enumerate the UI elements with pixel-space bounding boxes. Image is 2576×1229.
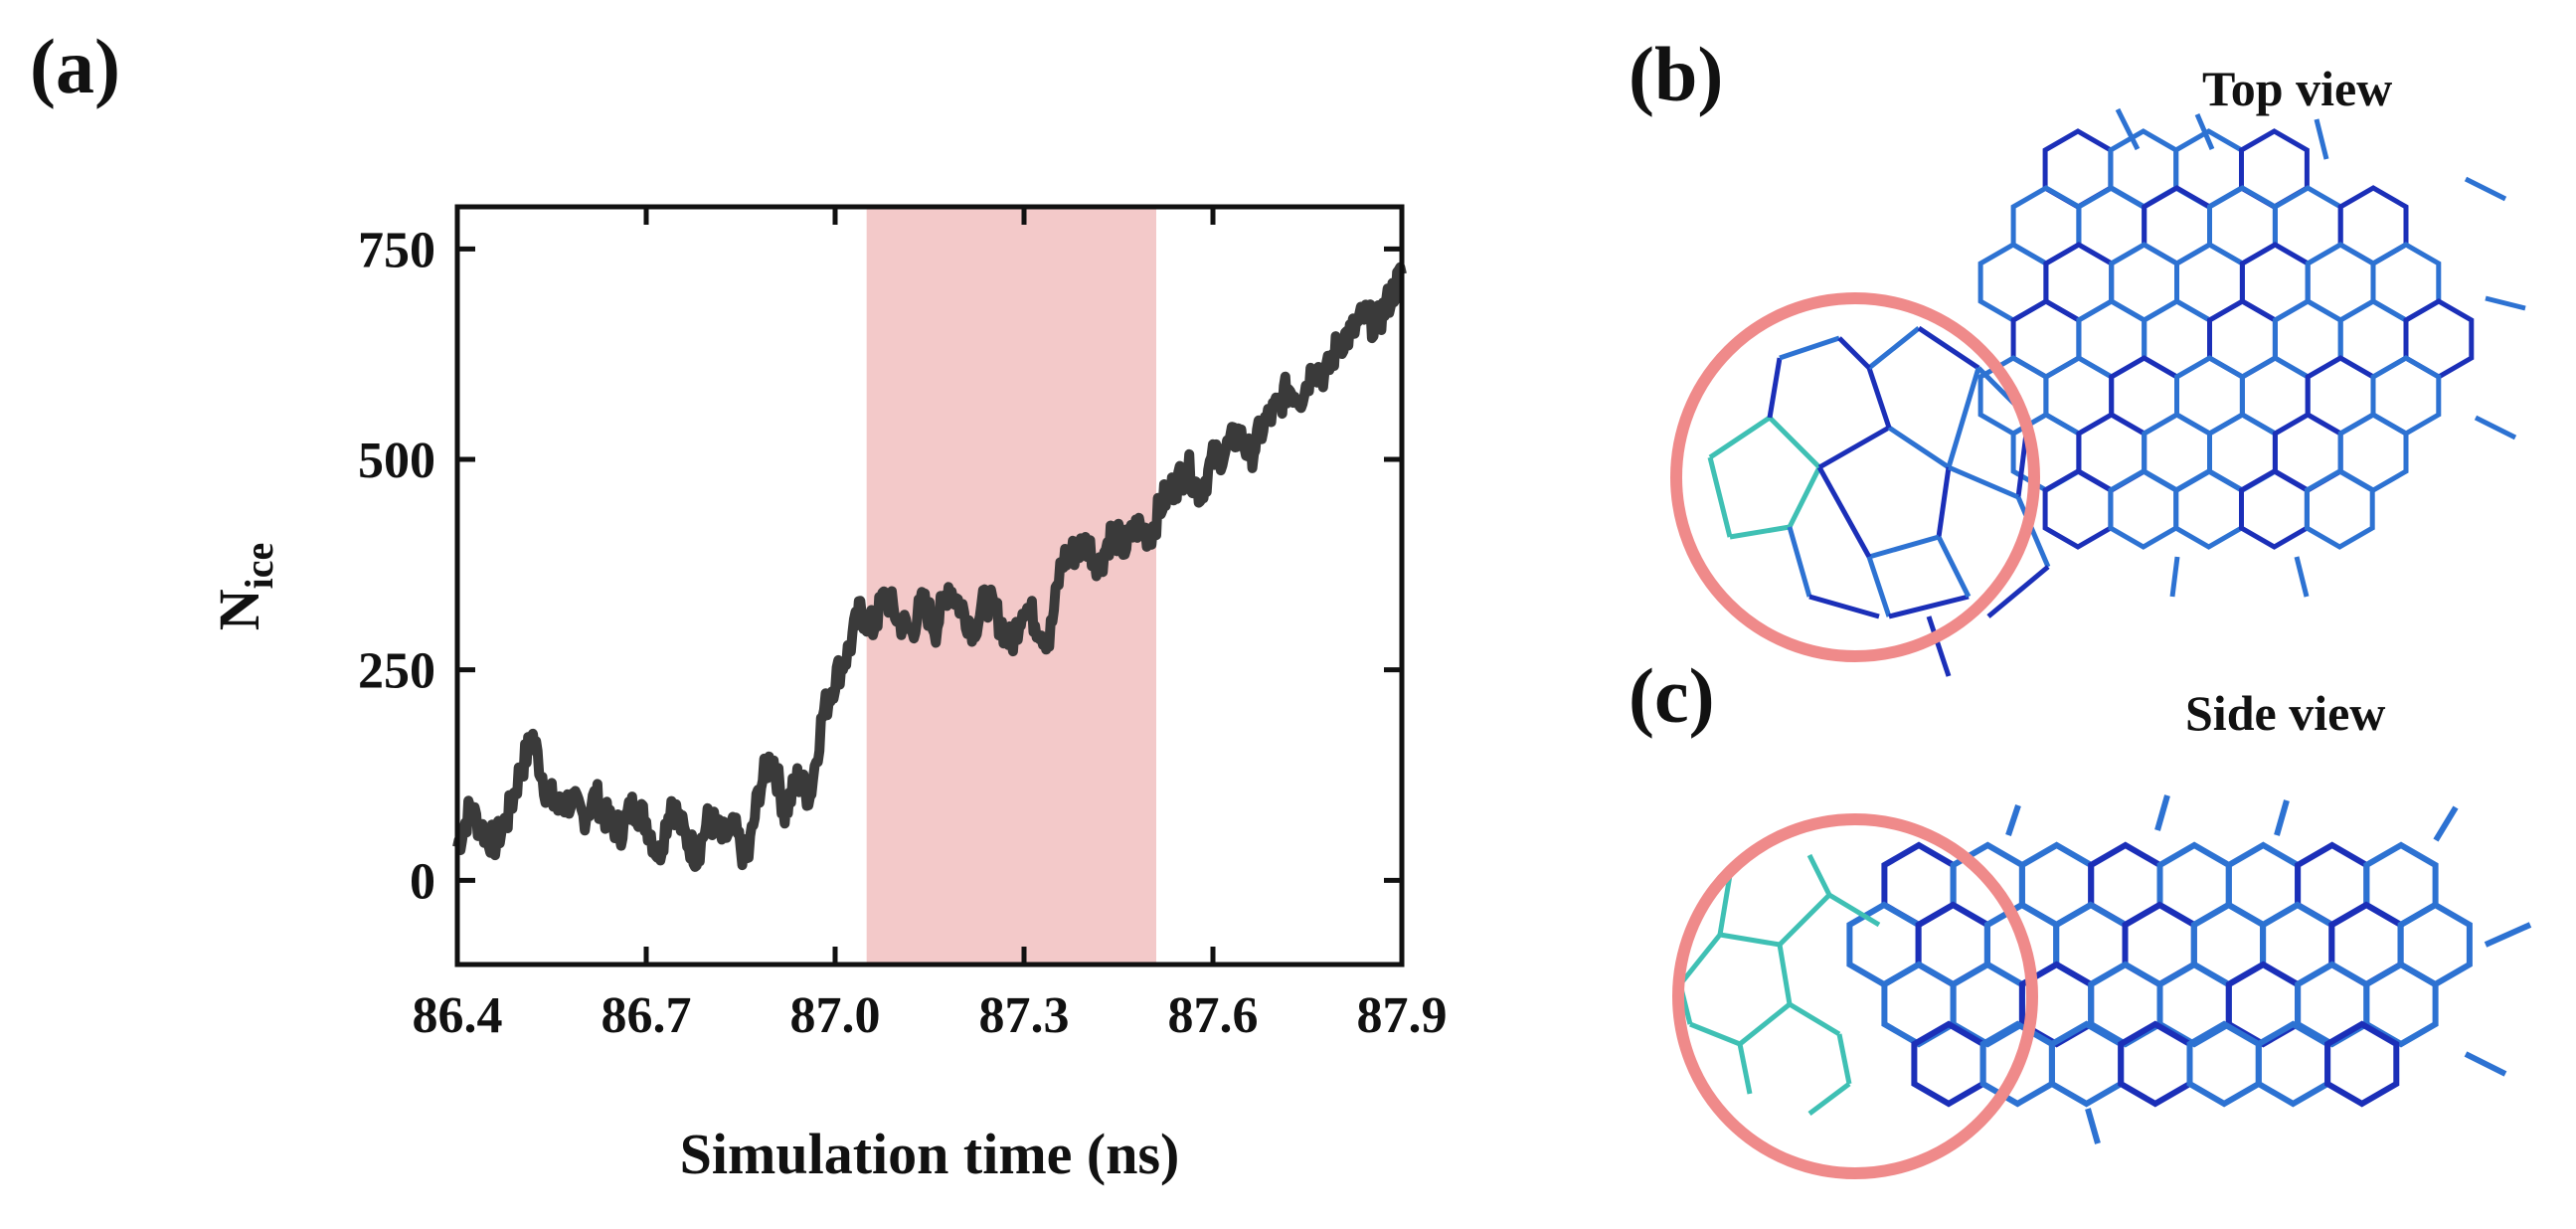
defect-bond xyxy=(1767,357,1783,419)
y-tick-label: 250 xyxy=(358,643,435,700)
defect-bond xyxy=(1768,416,1821,469)
defect-bond xyxy=(1808,594,1880,619)
dangling-bond xyxy=(2464,176,2507,202)
dangling-bond xyxy=(2433,805,2459,842)
defect-bond xyxy=(1737,1043,1753,1095)
y-tick-label: 500 xyxy=(358,433,435,489)
panel-label-b: (b) xyxy=(1629,31,1724,117)
highlight-band xyxy=(866,207,1156,965)
defect-bond xyxy=(1719,932,1781,948)
x-tick-label: 87.6 xyxy=(1168,987,1259,1044)
defect-bond xyxy=(1708,415,1772,460)
defect-bond xyxy=(1936,466,1952,538)
defect-bond xyxy=(1827,892,1881,928)
ice-ring xyxy=(2324,1020,2400,1108)
defect-bond xyxy=(1867,326,1921,370)
defect-bond xyxy=(1778,893,1831,947)
ice-ring xyxy=(2118,1020,2193,1108)
panel-label-c: (c) xyxy=(1629,652,1715,739)
top-view-defect-region xyxy=(1707,325,2051,677)
ice-ring xyxy=(2255,1020,2331,1108)
defect-bond xyxy=(1986,565,2050,618)
defect-bond xyxy=(1836,1033,1852,1085)
defect-bond xyxy=(1926,615,1952,677)
dangling-bond xyxy=(2464,1051,2507,1077)
y-axis-label: Nice xyxy=(207,543,281,631)
nice-vs-time-chart: 0 250 500 750 86.4 86.7 87.0 87.3 87.6 87.9 Simu… xyxy=(207,204,1448,1186)
side-view-ice-lattice xyxy=(1846,794,2532,1144)
defect-bond xyxy=(1917,325,1980,371)
dangling-bond xyxy=(2314,118,2329,160)
top-view-title: Top view xyxy=(2202,61,2393,116)
dangling-bond xyxy=(2154,794,2170,831)
defect-bond xyxy=(1936,535,1972,599)
plot-frame xyxy=(454,204,1405,967)
defect-bond xyxy=(1816,465,1872,559)
defect-bond xyxy=(1707,456,1733,538)
defect-bond xyxy=(1866,556,1892,617)
dangling-bond xyxy=(2005,804,2021,836)
y-tick-label: 0 xyxy=(410,853,435,910)
x-axis-label: Simulation time (ns) xyxy=(680,1122,1180,1186)
defect-bond xyxy=(1689,1021,1741,1047)
x-tick-label: 87.3 xyxy=(979,987,1070,1044)
defect-bond xyxy=(1777,944,1793,1005)
x-tick-label: 86.7 xyxy=(601,987,692,1044)
defect-bond xyxy=(1678,933,1722,986)
defect-bond xyxy=(1729,524,1791,540)
dangling-bond xyxy=(2274,799,2290,836)
dangling-bond xyxy=(2474,415,2517,440)
defect-bond xyxy=(2015,496,2051,568)
y-ticks: 0 250 500 750 xyxy=(358,222,1402,910)
ice-ring xyxy=(2186,1020,2262,1108)
defect-bond xyxy=(1887,425,1951,470)
top-view-ice-lattice xyxy=(1977,107,2526,598)
nice-trace-line xyxy=(452,262,1407,872)
defect-bond xyxy=(1787,526,1812,598)
x-tick-label: 86.4 xyxy=(413,987,503,1044)
defect-bond xyxy=(1717,874,1733,936)
side-view-defect-region xyxy=(1677,853,1881,1116)
y-tick-label: 750 xyxy=(358,222,435,278)
defect-bond xyxy=(1738,1002,1792,1046)
dangling-bond xyxy=(2294,556,2310,598)
ice-ring xyxy=(2363,961,2439,1048)
defect-bond xyxy=(1948,464,2019,500)
dangling-bond xyxy=(2169,556,2180,598)
y-axis-label-sub: ice xyxy=(237,543,281,590)
defect-bond xyxy=(1866,367,1892,429)
dangling-bond xyxy=(2485,295,2526,311)
y-axis-label-main: N xyxy=(207,589,271,630)
dangling-bond xyxy=(2194,113,2215,150)
side-view-highlight-circle xyxy=(1672,813,2038,1179)
defect-bond xyxy=(1787,465,1822,529)
defect-bond xyxy=(1817,425,1891,470)
defect-bond xyxy=(1868,534,1940,560)
dangling-bond xyxy=(2484,922,2532,948)
defect-bond xyxy=(1788,1001,1841,1037)
panel-label-a: (a) xyxy=(30,23,120,109)
ice-ring xyxy=(2304,468,2375,550)
ice-ring xyxy=(1911,1020,1986,1108)
ice-ring xyxy=(1881,961,1957,1048)
defect-bond xyxy=(1779,335,1840,361)
x-tick-label: 87.0 xyxy=(790,987,881,1044)
defect-bond xyxy=(1837,336,1871,370)
dangling-bond xyxy=(2085,1108,2101,1144)
dangling-bond xyxy=(2115,107,2141,151)
ice-ring xyxy=(2048,1020,2125,1108)
defect-bond xyxy=(1806,853,1832,897)
defect-bond xyxy=(1946,367,1981,468)
defect-bond xyxy=(1807,1082,1851,1116)
defect-bond xyxy=(1888,594,1970,619)
top-view-highlight-circle xyxy=(1670,292,2040,662)
x-tick-label: 87.9 xyxy=(1357,987,1448,1044)
side-view-title: Side view xyxy=(2185,685,2386,741)
